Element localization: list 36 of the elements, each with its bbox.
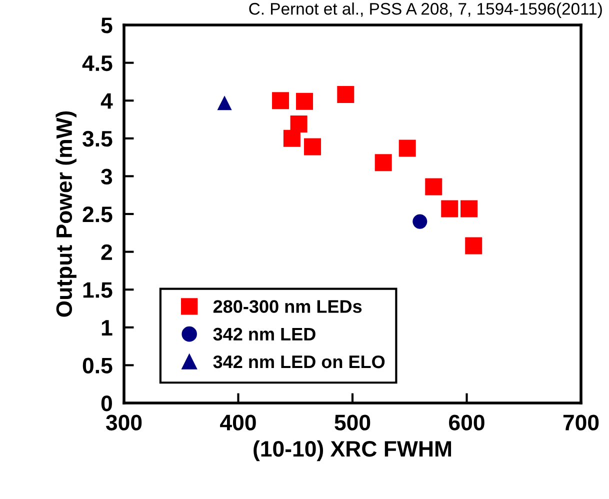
text: C. Pernot et al., PSS A 208, 7, 1594-1596(2011): [249, 2, 602, 18]
point: [412, 214, 428, 229]
point: [290, 116, 308, 133]
x-axis-title: (10-10) XRC FWHM: [254, 440, 452, 462]
point: [374, 154, 392, 172]
point: [304, 138, 322, 156]
legend-label: 280-300 nm LEDs: [213, 300, 362, 313]
y-tick-label: 0: [101, 396, 112, 412]
point: [441, 200, 458, 218]
y-tick-label: 3: [101, 168, 112, 184]
point: [465, 237, 482, 254]
legend-label: 342 nm LED on ELO: [213, 355, 385, 368]
x-tick-label: 700: [563, 414, 599, 430]
y-tick-label: 5: [101, 18, 112, 34]
y-axis-title: Output Power (mW): [56, 111, 76, 317]
point: [283, 130, 300, 147]
point: [272, 92, 290, 110]
y-tick-label: 4.5: [82, 56, 112, 72]
x-tick-label: 600: [449, 414, 484, 430]
x-tick-label: 500: [334, 414, 370, 430]
x-tick-label: 400: [220, 414, 256, 430]
y-tick-label: 0.5: [82, 358, 112, 374]
point: [460, 200, 478, 218]
point: [425, 178, 442, 196]
y-tick-label: 2: [101, 244, 112, 260]
y-tick-label: 4: [100, 93, 113, 109]
y-tick-label: 3.5: [82, 130, 112, 147]
y-tick-label: 2.5: [82, 206, 112, 222]
y-tick-label: 1.5: [83, 282, 112, 298]
y-tick-label: 1: [102, 320, 112, 336]
legend-label: 342 nm LED: [213, 328, 316, 341]
point: [398, 140, 416, 157]
point: [217, 96, 232, 110]
point: [337, 86, 354, 104]
x-tick-label: 300: [106, 414, 142, 430]
point: [296, 92, 314, 110]
